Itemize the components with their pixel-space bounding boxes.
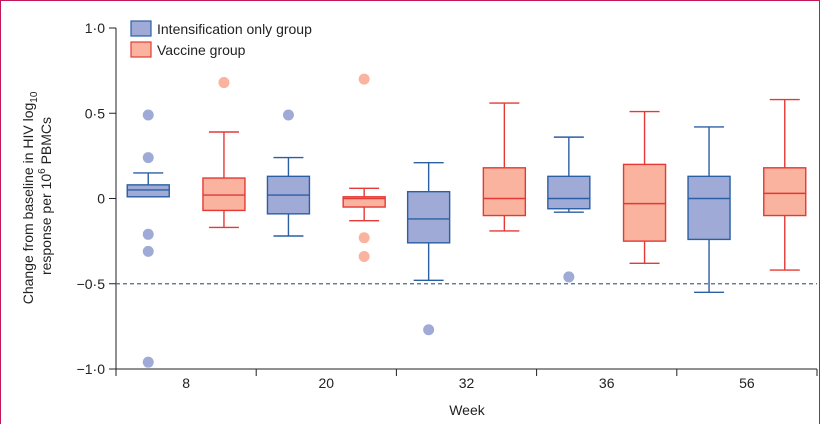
y-axis-label-line2: response per 10 (38, 174, 54, 275)
outlier-point (423, 324, 435, 336)
x-axis: 8 20 32 36 56 (115, 368, 818, 391)
box-vaccine-week-36 (622, 110, 667, 264)
outlier-point (142, 245, 154, 257)
x-tick-label: 8 (182, 375, 190, 391)
y-axis-label-superscript: 6 (37, 168, 48, 174)
box-vaccine-week-56 (763, 98, 807, 271)
x-tick-label: 36 (599, 375, 615, 391)
box-group (126, 73, 807, 368)
legend-swatch-vaccine (130, 41, 152, 58)
box-iqr (406, 190, 451, 244)
y-axis-label-subscript: 10 (29, 91, 40, 103)
y-tick-label: 0 (97, 191, 105, 207)
legend-swatch-intensification (130, 20, 152, 37)
legend: Intensification only group Vaccine group (130, 20, 312, 58)
box-iqr (547, 175, 591, 210)
box-intensification-week-32 (406, 161, 451, 336)
box-intensification-week-56 (687, 126, 731, 293)
y-tick-label: 0·5 (85, 105, 105, 121)
y-tick-label: 1·0 (85, 20, 105, 36)
x-tick-label: 20 (319, 375, 335, 391)
outlier-point (142, 228, 154, 240)
x-tick-label: 32 (459, 375, 475, 391)
outlier-point (282, 109, 294, 121)
y-tick-label: −0·5 (77, 276, 106, 292)
box-vaccine-week-32 (482, 102, 527, 232)
outlier-point (358, 232, 370, 244)
box-iqr (763, 167, 807, 217)
legend-label-intensification: Intensification only group (157, 21, 312, 37)
box-intensification-week-20 (266, 109, 311, 237)
y-tick-label: −1·0 (77, 361, 106, 377)
x-axis-label: Week (449, 402, 486, 418)
box-intensification-week-36 (547, 136, 591, 283)
y-axis: 1·0 0·5 0 −0·5 −1·0 (77, 20, 117, 377)
box-iqr (126, 184, 170, 198)
outlier-point (142, 109, 154, 121)
y-axis-label-line1: Change from baseline in HIV log (20, 103, 36, 305)
outlier-point (563, 271, 575, 283)
box-vaccine-week-20 (342, 73, 386, 262)
outlier-point (142, 356, 154, 368)
y-axis-label: Change from baseline in HIV log10 respon… (20, 88, 54, 305)
y-axis-label-line2-end: PBMCs (38, 117, 54, 168)
box-iqr (482, 167, 527, 217)
outlier-point (358, 73, 370, 85)
box-iqr (342, 196, 386, 208)
legend-label-vaccine: Vaccine group (157, 42, 246, 58)
box-intensification-week-8 (126, 109, 170, 368)
box-iqr (687, 175, 731, 241)
box-vaccine-week-8 (202, 77, 246, 229)
outlier-point (358, 250, 370, 262)
box-iqr (622, 163, 667, 242)
box-iqr (202, 177, 246, 212)
x-tick-label: 56 (739, 375, 755, 391)
outlier-point (218, 77, 230, 89)
outlier-point (142, 152, 154, 164)
